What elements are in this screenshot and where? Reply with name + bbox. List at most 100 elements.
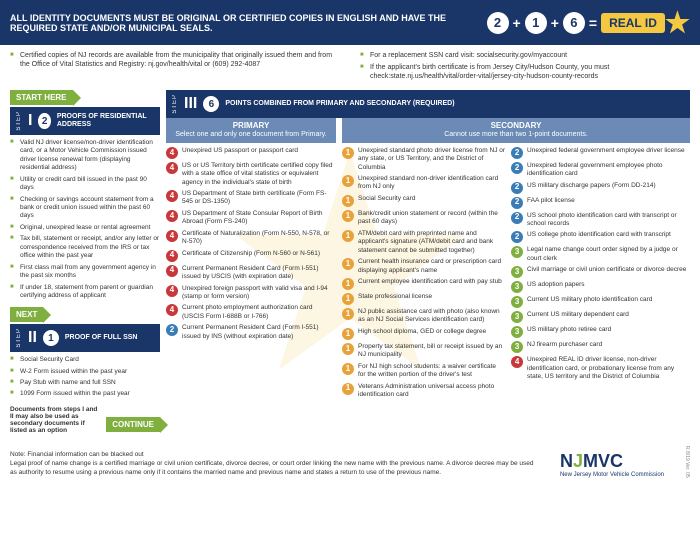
point-badge: 1 — [342, 308, 354, 320]
list-item: 4US or US Territory birth certificate ce… — [166, 162, 336, 187]
point-badge: 3 — [511, 341, 523, 353]
secondary-docs-a: 1Unexpired standard photo driver license… — [342, 143, 505, 407]
point-badge: 1 — [342, 328, 354, 340]
point-badge: 1 — [342, 175, 354, 187]
list-item: Tax bill, statement or receipt, and/or a… — [10, 235, 160, 260]
footer-note2: Legal proof of name change is a certifie… — [10, 459, 540, 477]
list-item: 3Current US military photo identificatio… — [511, 296, 690, 308]
footer-note1: Note: Financial information can be black… — [10, 450, 540, 459]
list-item: 1Veterans Administration universal acces… — [342, 383, 505, 400]
list-item: 4Certificate of Citizenship (Form N-560 … — [166, 250, 336, 262]
step1-header: STEP I 2 PROOFS OF RESIDENTIAL ADDRESS — [10, 107, 160, 135]
continue-arrow: CONTINUE — [106, 417, 160, 432]
list-item: Social Security Card — [10, 356, 160, 364]
list-item: 4Unexpired foreign passport with valid v… — [166, 285, 336, 302]
point-badge: 1 — [342, 293, 354, 305]
list-item: 2Unexpired federal government employee d… — [511, 147, 690, 159]
point-badge: 4 — [166, 162, 178, 174]
list-item: 2US school photo identification card wit… — [511, 212, 690, 229]
point-badge: 4 — [511, 356, 523, 368]
list-item: 1Bank/credit union statement or record (… — [342, 210, 505, 227]
list-item: 3Legal name change court order signed by… — [511, 246, 690, 263]
list-item: Certified copies of NJ records are avail… — [10, 51, 340, 69]
point-badge: 1 — [342, 278, 354, 290]
list-item: 1Unexpired standard photo driver license… — [342, 147, 505, 172]
list-item: 3US military photo retiree card — [511, 326, 690, 338]
list-item: 1NJ public assistance card with photo (a… — [342, 308, 505, 325]
list-item: 4Current photo employment authorization … — [166, 304, 336, 321]
point-badge: 2 — [511, 147, 523, 159]
list-item: 1Social Security card — [342, 195, 505, 207]
header-formula: 2 + 1 + 6 = REAL ID ★ — [487, 6, 690, 39]
list-item: For a replacement SSN card visit: social… — [360, 51, 690, 60]
list-item: Original, unexpired lease or rental agre… — [10, 224, 160, 232]
list-item: 4US Department of State Consular Report … — [166, 210, 336, 227]
point-badge: 3 — [511, 326, 523, 338]
point-badge: 2 — [511, 212, 523, 224]
list-item: If under 18, statement from parent or gu… — [10, 284, 160, 301]
point-badge: 2 — [511, 231, 523, 243]
step2-note: Documents from steps I and II may also b… — [10, 406, 100, 434]
list-item: 1Unexpired standard non-driver identific… — [342, 175, 505, 192]
point-badge: 1 — [342, 343, 354, 355]
logo: NJMVC New Jersey Motor Vehicle Commissio… — [560, 451, 664, 478]
step2-items: Social Security Card W-2 Form issued with… — [10, 352, 160, 406]
header-title: ALL IDENTITY DOCUMENTS MUST BE ORIGINAL … — [10, 13, 477, 33]
point-badge: 4 — [166, 147, 178, 159]
point-badge: 3 — [511, 246, 523, 258]
point-badge: 3 — [511, 311, 523, 323]
list-item: 2Unexpired federal government employee p… — [511, 162, 690, 179]
list-item: First class mail from any government age… — [10, 264, 160, 281]
list-item: 1High school diploma, GED or college deg… — [342, 328, 505, 340]
point-badge: 2 — [511, 197, 523, 209]
list-item: 1ATM/debit card with preprinted name and… — [342, 230, 505, 255]
point-badge: 1 — [342, 230, 354, 242]
start-arrow: START HERE — [10, 90, 73, 105]
list-item: If the applicant's birth certificate is … — [360, 63, 690, 81]
list-item: Valid NJ driver license/non-driver ident… — [10, 139, 160, 173]
list-item: 4US Department of State birth certificat… — [166, 190, 336, 207]
secondary-header: SECONDARY Cannot use more than two 1-poi… — [342, 118, 690, 143]
point-badge: 1 — [342, 147, 354, 159]
list-item: 1For NJ high school students: a waiver c… — [342, 363, 505, 380]
point-badge: 4 — [166, 210, 178, 222]
point-badge: 1 — [342, 258, 354, 270]
formula-1: 1 — [525, 12, 547, 34]
point-badge: 1 — [342, 195, 354, 207]
point-badge: 1 — [342, 383, 354, 395]
list-item: 3Civil marriage or civil union certifica… — [511, 266, 690, 278]
footer: Note: Financial information can be black… — [0, 440, 700, 484]
secondary-docs-b: 2Unexpired federal government employee d… — [511, 143, 690, 407]
point-badge: 4 — [166, 250, 178, 262]
list-item: 4Current Permanent Resident Card (Form I… — [166, 265, 336, 282]
list-item: 3US adoption papers — [511, 281, 690, 293]
point-badge: 1 — [342, 363, 354, 375]
list-item: 1State professional license — [342, 293, 505, 305]
list-item: 4Certificate of Naturalization (Form N-5… — [166, 230, 336, 247]
list-item: 4Unexpired REAL ID driver license, non-d… — [511, 356, 690, 381]
step2-header: STEP II 1 PROOF OF FULL SSN — [10, 324, 160, 352]
point-badge: 2 — [166, 324, 178, 336]
list-item: W-2 Form issued within the past year — [10, 368, 160, 376]
list-item: 1Property tax statement, bill or receipt… — [342, 343, 505, 360]
revision: R.8/19 Ver. 05 — [684, 446, 690, 478]
point-badge: 4 — [166, 190, 178, 202]
list-item: 2FAA pilot license — [511, 197, 690, 209]
formula-6: 6 — [563, 12, 585, 34]
top-notes: Certified copies of NJ records are avail… — [0, 45, 700, 90]
realid-badge: REAL ID — [601, 13, 665, 33]
point-badge: 4 — [166, 230, 178, 242]
point-badge: 3 — [511, 266, 523, 278]
list-item: 2Current Permanent Resident Card (Form I… — [166, 324, 336, 341]
list-item: Pay Stub with name and full SSN — [10, 379, 160, 387]
primary-docs: 4Unexpired US passport or passport card4… — [166, 143, 336, 348]
list-item: 1Current health insurance card or prescr… — [342, 258, 505, 275]
step3-header: STEP III 6 POINTS COMBINED FROM PRIMARY … — [166, 90, 690, 118]
list-item: 1Current employee identification card wi… — [342, 278, 505, 290]
list-item: 1099 Form issued within the past year — [10, 390, 160, 398]
list-item: 2US college photo identification card wi… — [511, 231, 690, 243]
header-bar: ALL IDENTITY DOCUMENTS MUST BE ORIGINAL … — [0, 0, 700, 45]
list-item: 3Current US military dependent card — [511, 311, 690, 323]
point-badge: 4 — [166, 304, 178, 316]
primary-header: PRIMARY Select one and only one document… — [166, 118, 336, 143]
